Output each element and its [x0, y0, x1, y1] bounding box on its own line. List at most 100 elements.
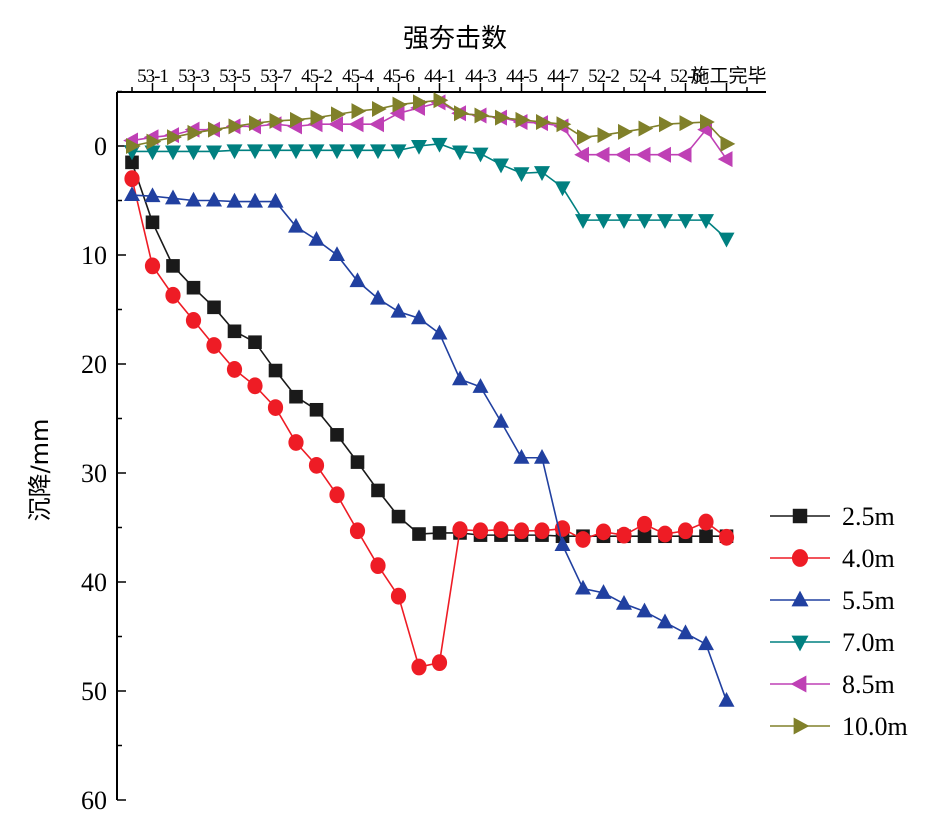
data-point	[329, 486, 345, 504]
data-point	[698, 214, 714, 229]
series-line	[131, 99, 728, 147]
series-line	[131, 194, 728, 702]
x-tick-label: 52-2	[588, 66, 619, 87]
data-point	[308, 456, 325, 474]
data-point	[390, 144, 407, 160]
data-point	[308, 230, 325, 246]
legend-item: 4.0m	[770, 544, 895, 573]
data-point	[697, 121, 712, 138]
data-point	[411, 140, 427, 155]
data-point	[413, 94, 428, 111]
data-point	[677, 624, 694, 640]
legend-item: 5.5m	[770, 586, 895, 615]
x-tick-label: 施工完毕	[690, 65, 766, 87]
data-point	[267, 399, 284, 416]
data-point	[679, 115, 695, 132]
data-point	[493, 412, 509, 428]
series-line	[131, 162, 727, 538]
data-point	[329, 144, 345, 160]
data-point	[534, 522, 550, 540]
data-point	[392, 96, 408, 113]
data-point	[166, 259, 180, 273]
data-point	[348, 116, 364, 133]
y-tick-label: 60	[81, 786, 107, 815]
data-point	[247, 144, 263, 160]
data-point	[595, 214, 612, 229]
data-point	[208, 121, 223, 138]
data-point	[575, 214, 591, 229]
y-tick-label: 40	[81, 568, 107, 597]
data-point	[495, 109, 510, 126]
legend-marker	[791, 549, 809, 567]
data-point	[636, 602, 653, 618]
data-point	[351, 103, 367, 120]
y-tick-label: 30	[81, 459, 107, 488]
data-point	[349, 144, 366, 160]
legend-item: 10.0m	[770, 712, 908, 741]
data-point	[618, 123, 633, 140]
data-point	[472, 147, 489, 163]
data-point	[390, 302, 407, 318]
data-point	[331, 106, 346, 123]
data-point	[616, 214, 632, 229]
data-point	[349, 272, 366, 288]
data-point	[554, 536, 571, 551]
data-point	[350, 455, 365, 469]
data-point	[452, 521, 468, 539]
data-point	[328, 116, 343, 133]
legend-label: 7.0m	[842, 628, 895, 657]
data-point	[431, 324, 448, 340]
y-tick-label: 20	[81, 350, 107, 379]
data-point	[597, 127, 613, 144]
x-tick-label: 44-3	[465, 66, 496, 87]
data-point	[493, 521, 509, 539]
data-point	[165, 189, 181, 205]
data-point	[577, 129, 592, 146]
series-line	[131, 178, 727, 668]
data-point	[638, 120, 654, 137]
data-point	[452, 145, 468, 161]
data-point	[554, 520, 571, 537]
data-point	[207, 300, 221, 315]
data-point	[288, 144, 304, 160]
data-point	[226, 144, 243, 160]
x-tick-label: 45-2	[301, 66, 332, 87]
y-tick-label: 0	[94, 132, 107, 161]
x-tick-label: 53-5	[219, 66, 250, 87]
data-point	[288, 217, 304, 233]
data-point	[226, 192, 243, 208]
data-point	[432, 526, 447, 540]
data-point	[574, 146, 589, 163]
data-point	[124, 186, 140, 202]
x-tick-label: 52-6	[670, 66, 701, 87]
data-point	[330, 428, 344, 442]
data-point	[165, 145, 181, 161]
data-point	[372, 100, 387, 117]
data-point	[186, 280, 201, 295]
data-point	[349, 522, 366, 540]
data-point	[371, 483, 385, 498]
series-5.5m	[124, 186, 735, 707]
data-point	[718, 692, 735, 707]
y-tick-label: 50	[81, 677, 107, 706]
data-point	[534, 448, 550, 464]
data-point	[677, 522, 694, 540]
data-point	[700, 114, 715, 131]
data-point	[594, 146, 610, 163]
data-point	[431, 137, 448, 153]
x-tick-label: 45-4	[342, 66, 374, 87]
data-point	[370, 557, 386, 575]
legend-label: 10.0m	[842, 712, 908, 741]
data-point	[595, 584, 612, 599]
data-point	[267, 144, 284, 160]
x-tick-label: 44-7	[547, 66, 578, 87]
data-point	[575, 579, 591, 595]
data-point	[145, 215, 160, 230]
data-point	[656, 146, 671, 163]
data-point	[290, 111, 305, 128]
x-tick-label: 44-1	[424, 66, 455, 87]
data-point	[370, 289, 386, 305]
data-point	[698, 513, 714, 531]
data-point	[144, 145, 161, 161]
legend-marker	[792, 508, 808, 524]
